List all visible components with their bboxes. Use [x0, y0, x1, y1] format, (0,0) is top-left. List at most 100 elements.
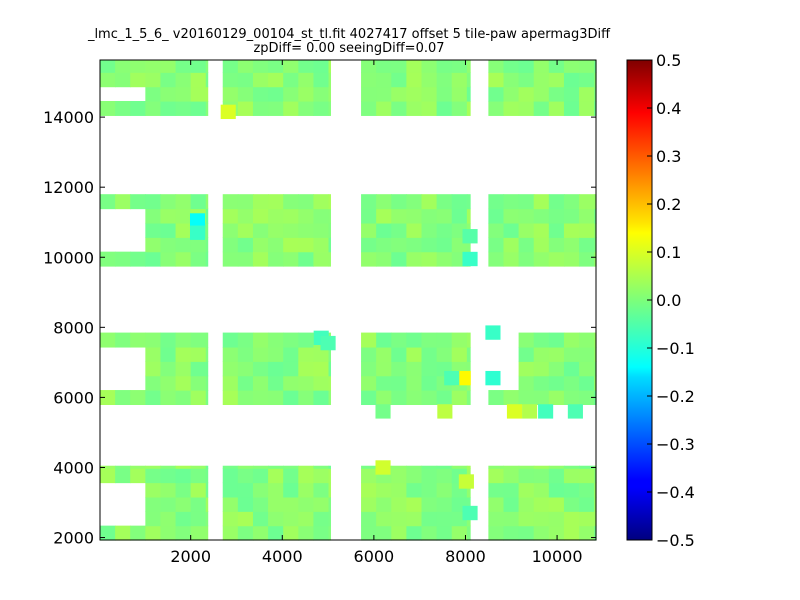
heatmap-cell	[548, 496, 565, 512]
heatmap-cell	[100, 251, 116, 267]
heatmap-cell	[222, 194, 239, 210]
heatmap-cell	[436, 86, 453, 102]
heatmap-cell	[518, 468, 535, 484]
heatmap-cell	[190, 194, 207, 210]
chart-subtitle: zpDiff= 0.00 seeingDiff=0.07	[253, 41, 444, 56]
heatmap-cell	[594, 208, 597, 224]
heatmap-cell	[391, 482, 407, 498]
heatmap-cell	[594, 237, 597, 253]
heatmap-cell	[160, 482, 177, 498]
heatmap-cell	[503, 468, 520, 484]
heatmap-cell	[533, 496, 550, 512]
y-tick-label: 2000	[53, 529, 94, 548]
heatmap-cell	[160, 496, 177, 512]
heatmap-cell	[391, 194, 407, 210]
heatmap-cell	[145, 222, 162, 238]
heatmap-cell	[205, 222, 209, 238]
heatmap-cell	[503, 237, 520, 253]
heatmap-cell	[518, 251, 535, 267]
heatmap-cell	[145, 468, 162, 484]
heatmap-cell	[436, 100, 453, 116]
heatmap-cell	[518, 194, 535, 210]
heatmap-cell	[361, 390, 377, 406]
heatmap-cell	[252, 60, 269, 73]
heatmap-cell	[594, 525, 597, 541]
heatmap-cell	[283, 465, 299, 469]
heatmap-cell	[406, 72, 423, 88]
heatmap-cell	[436, 482, 453, 498]
heatmap-cell	[237, 86, 254, 102]
heatmap-cell	[222, 375, 239, 391]
heatmap-cell	[503, 482, 520, 498]
heatmap-cell	[313, 251, 330, 267]
heatmap-cell	[237, 251, 254, 267]
heatmap-cell	[115, 60, 131, 73]
heatmap-cell	[406, 465, 423, 469]
heatmap-cell	[421, 511, 438, 527]
heatmap-cell	[283, 208, 299, 224]
heatmap-cell	[466, 194, 471, 210]
heatmap-cell	[518, 390, 535, 406]
heatmap-cell	[283, 86, 299, 102]
heatmap-cell	[222, 346, 239, 362]
heatmap-cell	[175, 465, 192, 469]
heatmap-cell	[594, 511, 597, 527]
heatmap-cell	[268, 222, 284, 238]
heatmap-cell	[205, 468, 209, 484]
heatmap-cell	[328, 468, 331, 484]
heatmap-highlight-cell	[320, 335, 336, 351]
heatmap-cell	[175, 496, 192, 512]
heatmap-highlight-cell	[375, 404, 391, 419]
heatmap-cell	[237, 208, 254, 224]
heatmap-cell	[175, 60, 192, 73]
heatmap-cell	[145, 390, 162, 406]
heatmap-cell	[145, 465, 162, 469]
heatmap-cell	[160, 465, 177, 469]
heatmap-cell	[313, 361, 330, 377]
heatmap-cell	[518, 465, 535, 469]
heatmap-cell	[298, 390, 315, 406]
heatmap-cell	[376, 251, 392, 267]
heatmap-cell	[548, 468, 565, 484]
heatmap-cell	[328, 346, 331, 362]
heatmap-highlight-cell	[462, 505, 478, 521]
heatmap-cell	[283, 511, 299, 527]
heatmap-cell	[160, 60, 177, 73]
heatmap-cell	[130, 100, 146, 116]
heatmap-cell	[548, 208, 565, 224]
heatmap-cell	[205, 375, 209, 391]
heatmap-cell	[160, 222, 177, 238]
heatmap-cell	[222, 468, 239, 484]
heatmap-cell	[313, 208, 330, 224]
heatmap-cell	[406, 390, 423, 406]
heatmap-cell	[145, 237, 162, 253]
heatmap-cell	[466, 346, 471, 362]
heatmap-cell	[518, 72, 535, 88]
heatmap-cell	[391, 86, 407, 102]
heatmap-cell	[451, 346, 468, 362]
heatmap-cell	[376, 496, 392, 512]
heatmap-cell	[421, 332, 438, 348]
heatmap-cell	[579, 390, 595, 406]
heatmap-cell	[503, 496, 520, 512]
heatmap-cell	[451, 60, 468, 73]
heatmap-cell	[376, 60, 392, 73]
heatmap-cell	[376, 511, 392, 527]
heatmap-cell	[252, 222, 269, 238]
heatmap-cell	[160, 332, 177, 348]
heatmap-cell	[298, 222, 315, 238]
colorbar-tick-label: −0.1	[656, 339, 695, 358]
heatmap-cell	[190, 525, 207, 541]
heatmap-cell	[488, 237, 505, 253]
heatmap-cell	[436, 390, 453, 406]
heatmap-cell	[313, 237, 330, 253]
heatmap-cell	[328, 222, 331, 238]
colorbar-tick-label: −0.2	[656, 387, 695, 406]
heatmap-cell	[115, 194, 131, 210]
heatmap-cell	[313, 496, 330, 512]
heatmap-cell	[488, 222, 505, 238]
heatmap-cell	[503, 222, 520, 238]
heatmap-cell	[205, 100, 209, 116]
heatmap-cell	[376, 194, 392, 210]
heatmap-cell	[100, 332, 116, 348]
